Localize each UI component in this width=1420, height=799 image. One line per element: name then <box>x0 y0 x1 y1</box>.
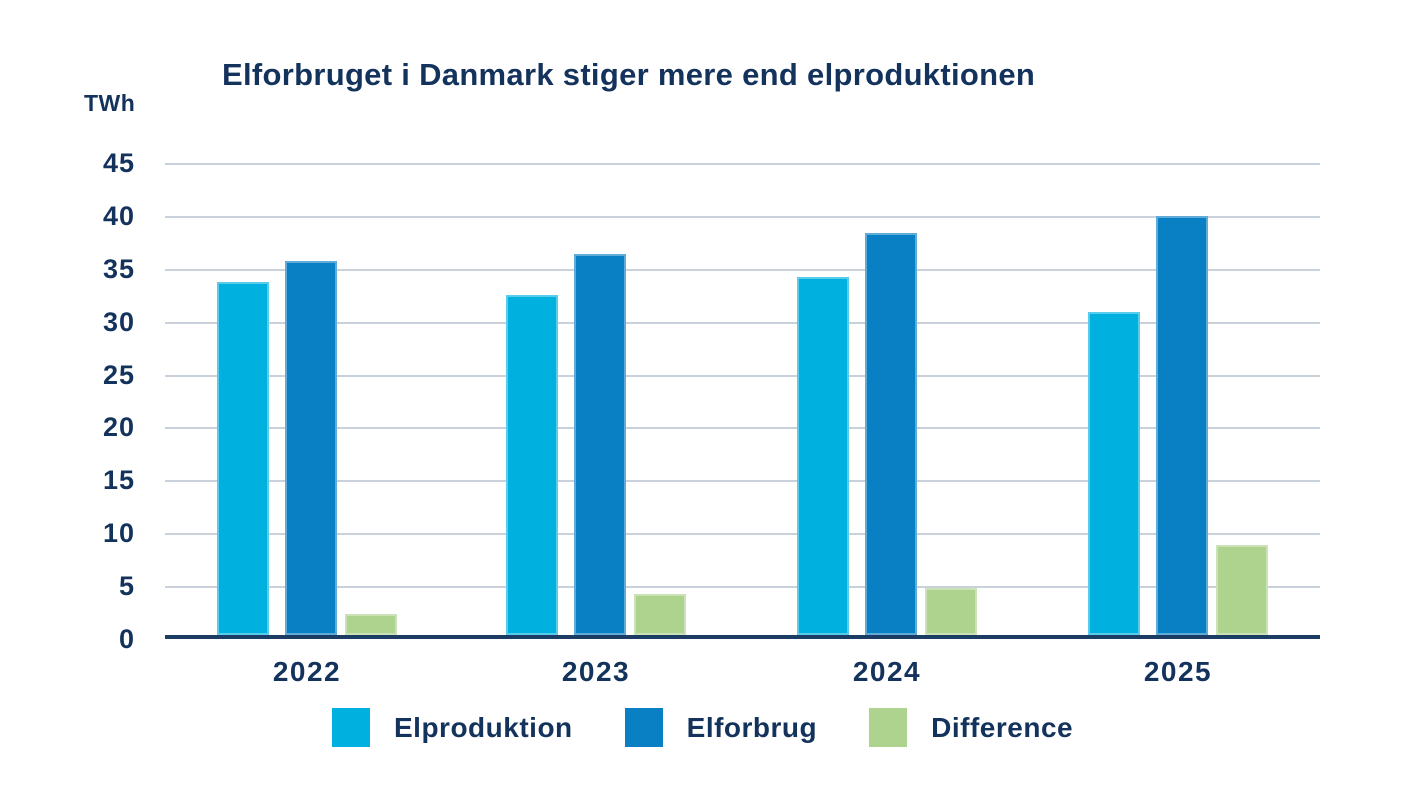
bar-elforbrug-2024 <box>865 233 917 635</box>
bar-difference-2023 <box>634 593 686 635</box>
bar-elproduktion-2023 <box>506 295 558 635</box>
legend-swatch-elproduktion <box>332 708 370 747</box>
grid-line-25 <box>165 374 1320 377</box>
grid-line-20 <box>165 427 1320 430</box>
bar-elforbrug-2022 <box>285 260 337 635</box>
legend-swatch-elforbrug <box>624 708 663 747</box>
legend-item-difference: Difference <box>869 708 1073 747</box>
bar-difference-2022 <box>345 613 397 635</box>
grid-line-15 <box>165 480 1320 483</box>
chart-title: Elforbruget i Danmark stiger mere end el… <box>222 57 1036 92</box>
grid-line-10 <box>165 533 1320 536</box>
y-tick-label-10: 10 <box>102 518 135 549</box>
x-tick-label-2023: 2023 <box>561 656 631 687</box>
y-tick-label-35: 35 <box>102 253 135 284</box>
y-tick-label-45: 45 <box>102 148 135 178</box>
legend-item-elproduktion: Elproduktion <box>332 708 573 747</box>
y-tick-label-5: 5 <box>118 571 135 602</box>
grid-line-35 <box>165 268 1320 271</box>
grid-line-40 <box>165 215 1320 218</box>
bar-elproduktion-2025 <box>1088 312 1140 635</box>
y-tick-label-25: 25 <box>102 359 135 390</box>
y-axis-unit-label: TWh <box>84 90 136 116</box>
grid-line-45 <box>165 163 1320 165</box>
x-tick-label-2025: 2025 <box>1143 656 1213 687</box>
legend-swatch-difference <box>869 708 908 747</box>
bar-difference-2025 <box>1216 545 1268 635</box>
bar-elforbrug-2025 <box>1156 216 1208 635</box>
x-tick-label-2022: 2022 <box>272 656 342 687</box>
bar-elproduktion-2022 <box>217 281 269 635</box>
legend-label-elforbrug: Elforbrug <box>686 711 818 743</box>
legend-item-elforbrug: Elforbrug <box>624 708 818 747</box>
bar-elproduktion-2024 <box>797 277 849 635</box>
grid-line-5 <box>165 586 1320 589</box>
y-tick-label-30: 30 <box>102 306 135 337</box>
y-tick-label-0: 0 <box>118 624 135 654</box>
legend-label-elproduktion: Elproduktion <box>394 711 573 743</box>
y-tick-label-40: 40 <box>102 200 135 231</box>
bar-difference-2024 <box>925 588 977 635</box>
plot-area <box>165 163 1320 639</box>
legend: Elproduktion Elforbrug Difference <box>332 708 1073 747</box>
y-tick-label-15: 15 <box>102 465 135 496</box>
x-tick-label-2024: 2024 <box>852 656 922 687</box>
grid-line-30 <box>165 321 1320 324</box>
legend-label-difference: Difference <box>931 711 1074 743</box>
bar-elforbrug-2023 <box>574 254 626 635</box>
y-tick-label-20: 20 <box>102 412 135 443</box>
